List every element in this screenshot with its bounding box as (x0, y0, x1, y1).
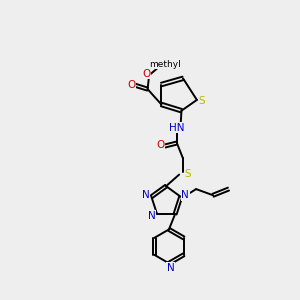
Text: S: S (184, 169, 191, 179)
Text: O: O (127, 80, 136, 90)
Text: O: O (142, 69, 150, 79)
Text: N: N (148, 211, 155, 220)
Text: S: S (198, 96, 205, 106)
Text: O: O (157, 140, 165, 150)
Text: N: N (167, 263, 174, 273)
Text: HN: HN (169, 123, 184, 133)
Text: N: N (142, 190, 150, 200)
Text: methyl: methyl (149, 60, 180, 69)
Text: N: N (182, 190, 189, 200)
